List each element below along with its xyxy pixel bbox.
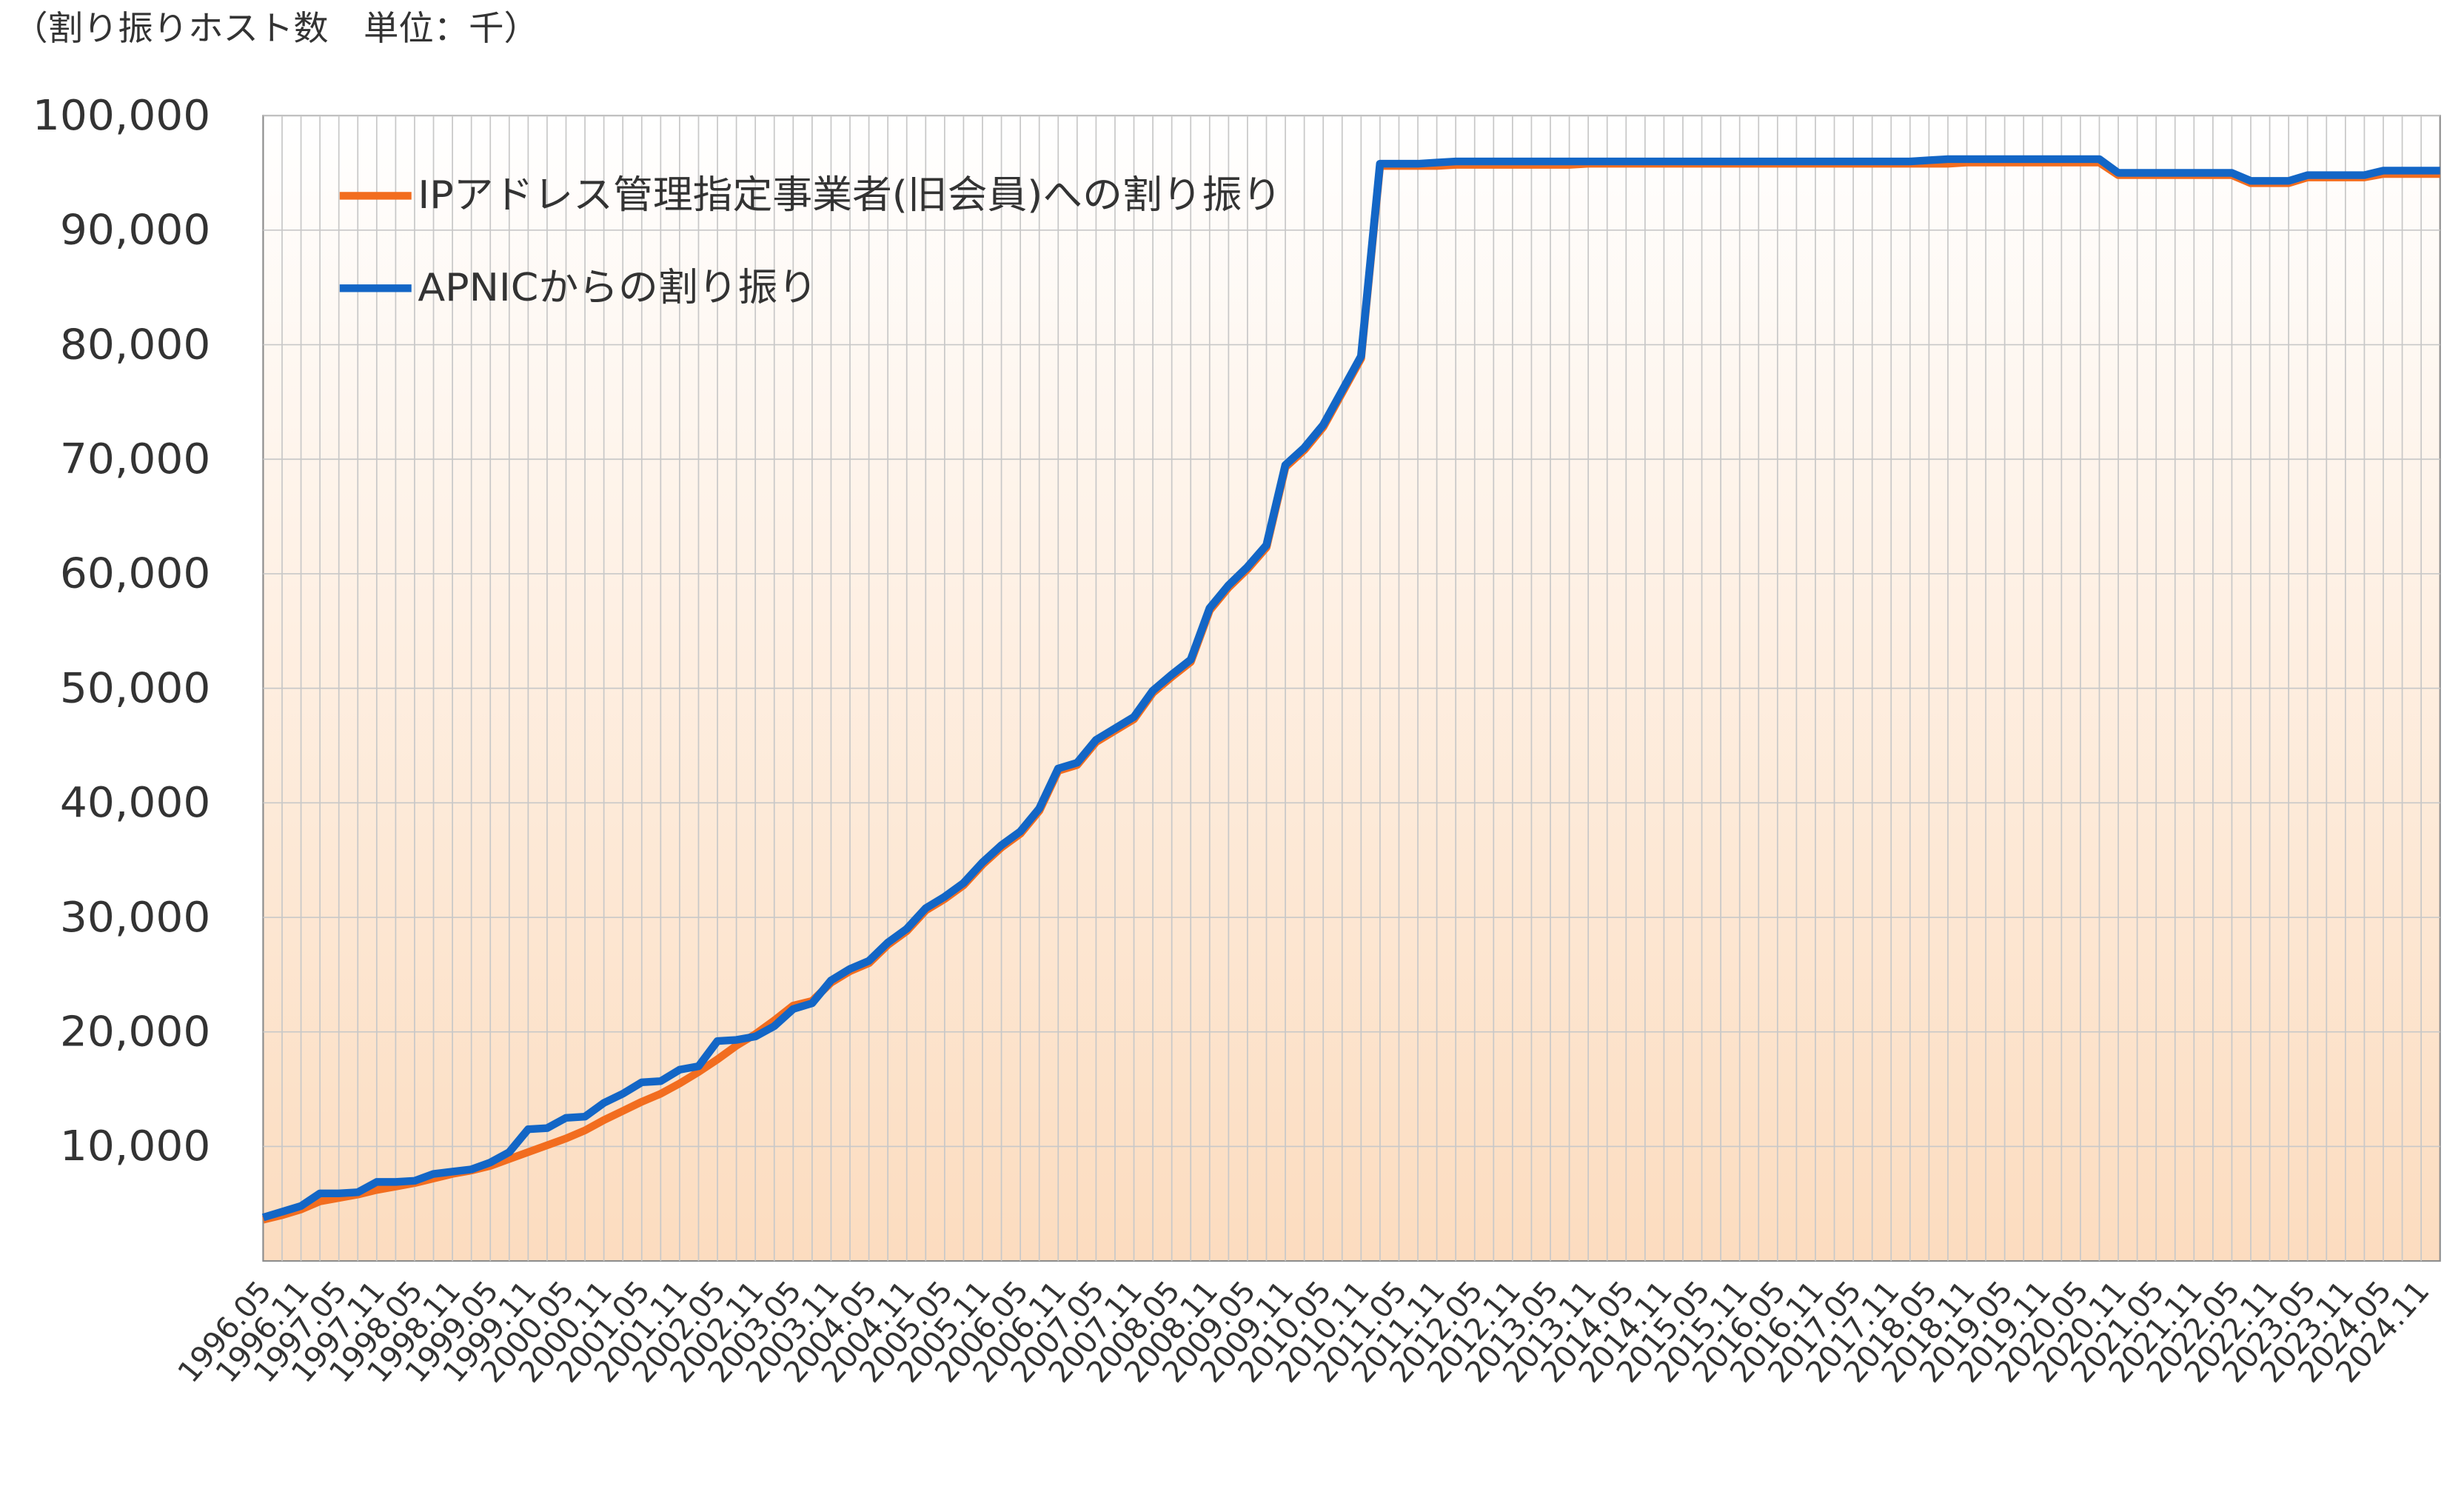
y-tick-label: 30,000: [60, 894, 210, 942]
y-tick-label: 40,000: [60, 779, 210, 827]
y-axis-title: （割り振りホスト数 単位：千）: [13, 9, 539, 48]
y-tick-label: 60,000: [60, 550, 210, 598]
legend-label: APNICからの割り振り: [418, 266, 817, 310]
y-tick-label: 20,000: [60, 1008, 210, 1056]
y-tick-label: 80,000: [60, 321, 210, 369]
series-line: [261, 155, 2440, 1222]
y-tick-label: 50,000: [60, 664, 210, 712]
y-tick-label: 10,000: [60, 1122, 210, 1171]
legend-label: IPアドレス管理指定事業者(旧会員)への割り振り: [418, 173, 1282, 218]
y-tick-label: 100,000: [33, 92, 210, 140]
y-tick-label: 70,000: [60, 435, 210, 483]
y-tick-label: 90,000: [60, 206, 210, 254]
